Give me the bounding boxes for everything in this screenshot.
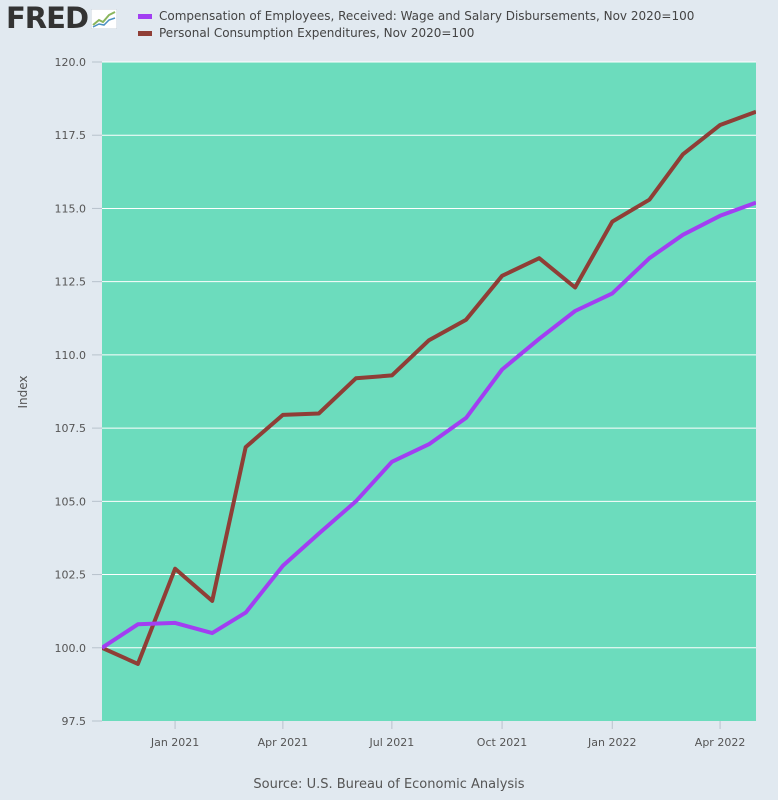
plot-area [102, 62, 756, 721]
x-tick-label: Jul 2021 [368, 736, 414, 749]
series-line-pce[interactable] [102, 109, 756, 666]
legend-item-pce[interactable]: Personal Consumption Expenditures, Nov 2… [138, 25, 694, 42]
y-tick-label: 100.0 [55, 642, 87, 655]
axes: 97.5 100.0 102.5 105.0 107.5 110.0 112.5 115.0 1… [55, 56, 746, 749]
y-tick-label: 105.0 [55, 495, 87, 508]
chart-legend: Compensation of Employees, Received: Wag… [138, 8, 694, 42]
source-note: Source: U.S. Bureau of Economic Analysis [253, 777, 525, 792]
legend-item-wages[interactable]: Compensation of Employees, Received: Wag… [138, 8, 694, 25]
y-tick-label: 117.5 [55, 129, 87, 142]
y-tick-label: 110.0 [55, 349, 87, 362]
y-tick-label: 115.0 [55, 202, 87, 215]
y-axis-label: Index [16, 375, 30, 408]
series-lines [102, 109, 756, 666]
series-line-wages[interactable] [102, 200, 756, 650]
x-tick-label: Oct 2021 [477, 736, 528, 749]
legend-swatch-wages [138, 14, 152, 19]
legend-swatch-pce [138, 31, 152, 36]
fred-logo-text: FRED [6, 1, 89, 35]
grid-lines [102, 61, 756, 649]
y-tick-label: 112.5 [55, 276, 87, 289]
x-tick-label: Jan 2022 [587, 736, 636, 749]
y-tick-label: 102.5 [55, 569, 87, 582]
x-tick-label: Apr 2021 [258, 736, 309, 749]
legend-label-pce: Personal Consumption Expenditures, Nov 2… [159, 26, 475, 40]
legend-label-wages: Compensation of Employees, Received: Wag… [159, 9, 695, 23]
x-tick-label: Apr 2022 [695, 736, 746, 749]
x-tick-label: Jan 2021 [150, 736, 199, 749]
y-tick-label: 120.0 [55, 56, 87, 69]
y-tick-label: 107.5 [55, 422, 87, 435]
y-tick-label: 97.5 [62, 715, 87, 728]
